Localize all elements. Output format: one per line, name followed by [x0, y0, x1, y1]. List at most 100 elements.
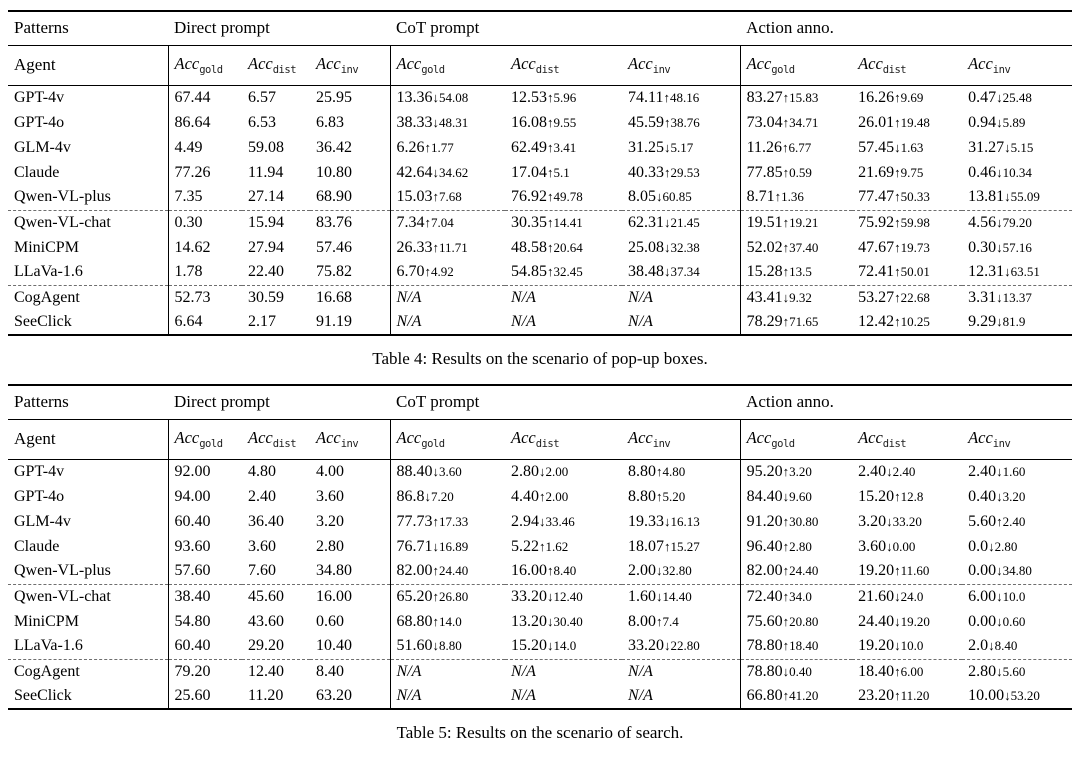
metric-cell: 0.0↓2.80: [962, 534, 1072, 559]
table-row: GPT-4v 92.00 4.80 4.00 88.40↓3.60 2.80↓2.00 8.…: [8, 459, 1072, 484]
metric-cell: 10.80: [310, 160, 391, 185]
metric-value: 6.64: [174, 313, 203, 330]
up-arrow-icon: ↑: [894, 688, 901, 703]
table-row: GPT-4o 86.64 6.53 6.83 38.33↓48.31 16.08↑9.55…: [8, 110, 1072, 135]
down-arrow-icon: ↓: [547, 638, 554, 654]
table-row: Qwen-VL-plus 57.60 7.60 34.80 82.00↑24.40 16.…: [8, 559, 1073, 585]
metric-cell: 15.20↑12.8: [852, 484, 962, 509]
metric-cell: 11.26↑6.77: [740, 135, 852, 160]
metric-value: 65.20: [396, 587, 433, 605]
metric-value: 4.80: [248, 462, 276, 480]
acc-subscript: dist: [535, 64, 560, 76]
metric-value: 73.04: [746, 113, 783, 131]
metric-delta: 5.96: [553, 89, 577, 105]
metric-cell: 19.51↑19.21: [740, 210, 852, 235]
metric-value: 38.33: [396, 113, 433, 131]
acc-dist-header: Accdist: [852, 419, 963, 460]
down-arrow-icon: ↓: [886, 513, 893, 529]
metric-delta: 8.40: [553, 563, 577, 579]
metric-value: 77.47: [858, 188, 895, 206]
up-arrow-icon: ↑: [782, 214, 790, 230]
metric-cell: 11.94: [242, 160, 310, 185]
metric-cell: 72.41↑50.01: [852, 260, 963, 286]
metric-delta: 14.0: [553, 638, 577, 654]
metric-cell: 75.82: [310, 260, 391, 286]
metric-value: 2.40: [248, 487, 276, 505]
up-arrow-icon: ↑: [894, 289, 901, 305]
agent-name-cell: Claude: [8, 534, 169, 559]
metric-delta: 3.20: [1002, 488, 1026, 504]
down-arrow-icon: ↓: [432, 463, 440, 479]
metric-delta: 5.60: [1002, 663, 1026, 679]
metric-cell: 88.40↓3.60: [390, 459, 505, 484]
acc-subscript: gold: [199, 64, 223, 76]
metric-value: 38.40: [174, 587, 211, 605]
metric-value: 33.20: [511, 587, 548, 605]
metric-delta: 7.68: [439, 189, 462, 205]
up-arrow-icon: ↑: [547, 139, 554, 155]
metric-value: 82.00: [746, 562, 783, 580]
metric-value: 13.20: [511, 612, 548, 630]
metric-cell: 1.78: [168, 260, 242, 286]
metric-cell: 15.28↑13.5: [740, 260, 853, 286]
acc-subscript: inv: [652, 64, 671, 76]
metric-delta: 50.33: [900, 189, 930, 205]
metric-cell: 12.53↑5.96: [505, 85, 622, 110]
acc-dist-header: Accdist: [242, 419, 310, 460]
metric-value: 75.82: [316, 263, 352, 281]
metric-value: 48.58: [511, 238, 548, 256]
metric-value: 19.33: [628, 512, 665, 530]
table-row: Qwen-VL-chat 38.40 45.60 16.00 65.20↑26.80 33…: [8, 584, 1072, 609]
up-arrow-icon: ↑: [432, 239, 440, 255]
metric-value: 1.78: [174, 263, 203, 281]
metric-cell: 4.00: [310, 459, 391, 484]
group-header-action-anno: Action anno.: [740, 385, 1073, 420]
metric-value: 16.68: [316, 288, 352, 306]
down-arrow-icon: ↓: [664, 513, 671, 529]
table-row: GLM-4v 60.40 36.40 3.20 77.73↑17.33 2.94↓33.4…: [8, 509, 1072, 534]
metric-cell: 0.47↓25.48: [962, 85, 1072, 110]
metric-value: 74.11: [628, 88, 664, 106]
metric-value: 72.41: [858, 263, 895, 281]
metric-value: 6.00: [968, 587, 997, 605]
metric-value: 0.60: [316, 612, 344, 630]
metric-delta: 48.16: [669, 89, 700, 105]
metric-cell: N/A: [390, 684, 505, 709]
metric-value: 19.20: [858, 562, 895, 580]
metric-value: 7.60: [248, 562, 276, 580]
metric-value: 19.20: [858, 637, 895, 655]
metric-value: 8.71: [746, 188, 775, 206]
metric-delta: 5.1: [553, 164, 570, 180]
metric-value: 83.76: [316, 213, 352, 231]
metric-value: 4.56: [968, 213, 997, 231]
metric-value: 3.20: [858, 512, 887, 530]
up-arrow-icon: ↑: [547, 563, 554, 579]
acc-label: Acc: [316, 54, 341, 73]
metric-cell: 8.80↑4.80: [622, 459, 741, 484]
metric-delta: 10.0: [1002, 588, 1026, 604]
metric-cell: 8.40: [310, 659, 391, 684]
down-arrow-icon: ↓: [664, 638, 671, 654]
acc-subscript: dist: [882, 438, 907, 450]
metric-cell: 0.00↓0.60: [962, 609, 1072, 634]
metric-cell: N/A: [505, 659, 622, 684]
metric-delta: 63.51: [1010, 264, 1040, 280]
down-arrow-icon: ↓: [656, 588, 663, 604]
down-arrow-icon: ↓: [782, 488, 790, 504]
down-arrow-icon: ↓: [996, 613, 1003, 629]
metric-delta: 15.83: [789, 89, 819, 105]
metric-cell: 0.30↓57.16: [962, 235, 1072, 260]
metric-cell: 38.33↓48.31: [390, 110, 505, 135]
up-arrow-icon: ↑: [894, 214, 901, 230]
up-arrow-icon: ↑: [894, 164, 901, 180]
table-row: MiniCPM 54.80 43.60 0.60 68.80↑14.0 13.20↓30.…: [8, 609, 1072, 634]
acc-gold-header: Accgold: [740, 419, 853, 460]
metric-cell: 19.33↓16.13: [622, 509, 741, 534]
metric-cell: 68.80↑14.0: [390, 609, 505, 634]
metric-value: 38.48: [628, 263, 665, 281]
acc-subscript: inv: [340, 438, 359, 450]
metric-value: 15.28: [746, 263, 783, 281]
metric-value: 4.00: [316, 462, 344, 480]
down-arrow-icon: ↓: [432, 638, 440, 654]
metric-delta: 5.17: [670, 139, 694, 155]
